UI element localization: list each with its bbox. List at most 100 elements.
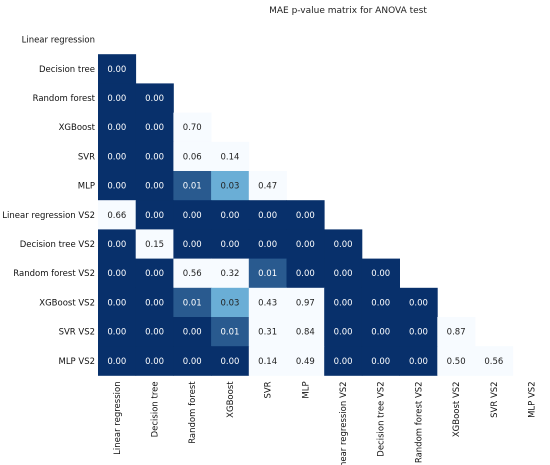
heatmap-cell-11-0: [98, 346, 137, 376]
heatmap-cell-11-9: [437, 346, 476, 376]
heatmap-cell-6-4: [248, 200, 287, 230]
cell-label-8-1: 0.00: [145, 269, 164, 279]
cell-label-10-9: 0.87: [447, 328, 466, 338]
heatmap-cell-11-2: [173, 346, 212, 376]
heatmap-cell-2-0: [98, 83, 137, 113]
row-label-4: SVR: [78, 152, 95, 162]
row-labels: Linear regression Decision tree Random for…: [2, 36, 95, 367]
heatmap-cell-11-4: [248, 346, 287, 376]
heatmap-cell-9-6: [324, 287, 363, 318]
heatmap-cell-8-7: [361, 258, 400, 289]
heatmap-cell-7-2: [173, 229, 212, 259]
cell-label-9-5: 0.97: [296, 298, 315, 308]
cell-label-5-2: 0.01: [183, 182, 202, 192]
heatmap-cell-10-7: [361, 317, 400, 347]
heatmap-cell-11-7: [361, 346, 400, 376]
cell-label-11-4: 0.14: [258, 357, 277, 367]
cell-label-8-4: 0.01: [258, 269, 277, 279]
cell-label-9-7: 0.00: [371, 298, 390, 308]
heatmap-cell-7-6: [324, 229, 363, 259]
row-label-9: XGBoost VS2: [39, 298, 95, 308]
cell-label-7-1: 0.15: [145, 240, 164, 250]
row-label-3: XGBoost: [59, 123, 96, 133]
column-label-8: Random forest VS2: [414, 381, 424, 463]
heatmap-cell-10-6: [324, 317, 363, 347]
heatmap-cell-10-3: [211, 317, 250, 347]
heatmap-cell-11-3: [211, 346, 250, 376]
chart-title: MAE p-value matrix for ANOVA test: [269, 6, 427, 16]
heatmap-cell-10-0: [98, 317, 137, 347]
heatmap-cell-5-3: [211, 171, 250, 201]
heatmap-cell-7-5: [286, 229, 325, 259]
heatmap-cell-8-5: [286, 258, 325, 289]
cell-label-7-6: 0.00: [334, 240, 353, 250]
cell-label-9-1: 0.00: [145, 298, 164, 308]
row-label-8: Random forest VS2: [13, 269, 95, 279]
cell-label-11-10: 0.56: [484, 357, 503, 367]
heatmap-cell-7-3: [211, 229, 250, 259]
cell-label-4-2: 0.06: [183, 152, 202, 162]
heatmap-cell-9-1: [135, 287, 174, 318]
cell-label-10-3: 0.01: [220, 328, 239, 338]
cell-label-8-5: 0.00: [296, 269, 315, 279]
cell-label-2-0: 0.00: [107, 94, 126, 104]
cell-label-9-3: 0.03: [220, 298, 239, 308]
heatmap-cell-7-0: [98, 229, 137, 259]
cell-label-11-1: 0.00: [145, 357, 164, 367]
cell-label-3-0: 0.00: [107, 123, 126, 133]
heatmap-cell-5-0: [98, 171, 137, 201]
heatmap-cell-10-8: [399, 317, 438, 347]
column-label-1: Decision tree: [151, 381, 161, 437]
heatmap-cell-9-0: [98, 287, 137, 318]
cell-label-6-3: 0.00: [220, 211, 239, 221]
heatmap-cell-8-4: [248, 258, 287, 289]
cell-label-11-6: 0.00: [334, 357, 353, 367]
cell-label-8-2: 0.56: [183, 269, 202, 279]
column-label-6: Linear regression VS2: [339, 381, 349, 465]
heatmap-cell-11-6: [324, 346, 363, 376]
heatmap-cells: 0.00 0.00 0.00 0.00 0.00 0.70 0.00 0.00 0.06 0.14…: [98, 54, 514, 376]
cell-label-11-8: 0.00: [409, 357, 428, 367]
cell-label-7-3: 0.00: [220, 240, 239, 250]
cell-label-3-1: 0.00: [145, 123, 164, 133]
cell-label-10-0: 0.00: [107, 328, 126, 338]
heatmap-cell-8-1: [135, 258, 174, 289]
heatmap-cell-3-0: [98, 112, 137, 143]
heatmap-cell-3-1: [135, 112, 174, 143]
cell-label-10-5: 0.84: [296, 328, 315, 338]
cell-label-8-3: 0.32: [220, 269, 239, 279]
cell-label-4-3: 0.14: [220, 152, 239, 162]
cell-label-7-5: 0.00: [296, 240, 315, 250]
cell-label-10-7: 0.00: [371, 328, 390, 338]
heatmap-cell-4-3: [211, 141, 250, 172]
cell-label-6-5: 0.00: [296, 211, 315, 221]
cell-label-5-3: 0.03: [220, 182, 239, 192]
heatmap-cell-7-1: [135, 229, 174, 259]
cell-label-11-9: 0.50: [447, 357, 466, 367]
heatmap-cell-6-2: [173, 200, 212, 230]
cell-label-6-2: 0.00: [183, 211, 202, 221]
heatmap-cell-6-3: [211, 200, 250, 230]
heatmap-cell-6-5: [286, 200, 325, 230]
heatmap-cell-9-3: [211, 287, 250, 318]
column-labels: Linear regression Decision tree Random for…: [113, 381, 538, 465]
cell-label-4-1: 0.00: [145, 152, 164, 162]
cell-label-2-1: 0.00: [145, 94, 164, 104]
heatmap-cell-4-1: [135, 141, 174, 172]
heatmap-cell-10-4: [248, 317, 287, 347]
heatmap-cell-9-4: [248, 287, 287, 318]
row-label-7: Decision tree VS2: [20, 240, 95, 250]
column-label-3: XGBoost: [226, 381, 236, 418]
heatmap-cell-8-6: [324, 258, 363, 289]
cell-label-11-2: 0.00: [183, 357, 202, 367]
heatmap-cell-5-4: [248, 171, 287, 201]
cell-label-3-2: 0.70: [183, 123, 202, 133]
heatmap-cell-10-5: [286, 317, 325, 347]
cell-label-9-0: 0.00: [107, 298, 126, 308]
cell-label-5-4: 0.47: [258, 182, 277, 192]
cell-label-6-1: 0.00: [145, 211, 164, 221]
heatmap-cell-9-2: [173, 287, 212, 318]
cell-label-7-0: 0.00: [107, 240, 126, 250]
cell-label-1-0: 0.00: [107, 65, 126, 75]
